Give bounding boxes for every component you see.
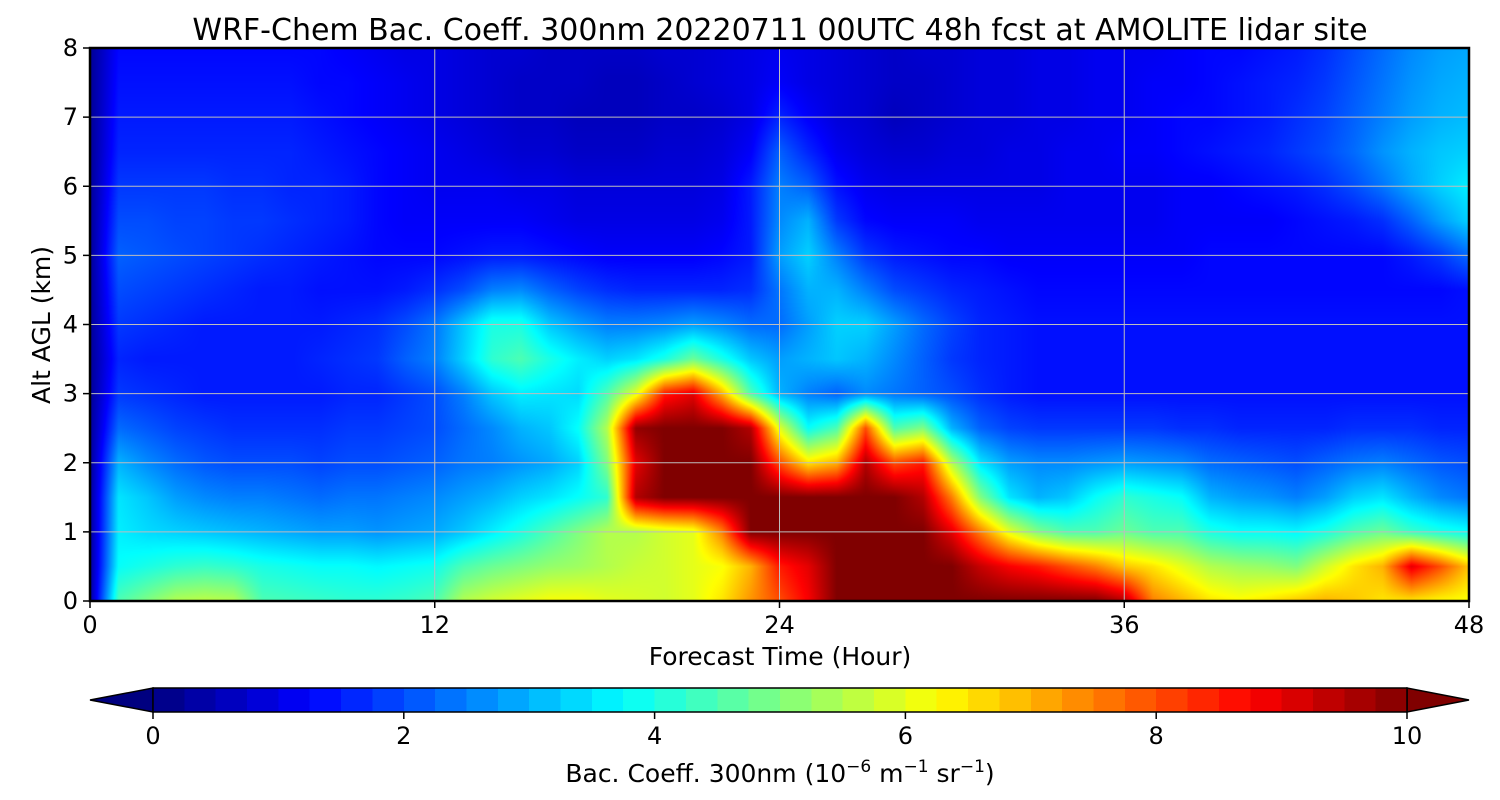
- y-axis-label: Alt AGL (km): [27, 246, 56, 404]
- x-tick-label: 36: [1109, 611, 1140, 639]
- y-tick-label: 7: [63, 103, 78, 131]
- colorbar-frame: [152, 687, 1408, 713]
- y-tick-label: 2: [63, 449, 78, 477]
- x-tick-label: 48: [1454, 611, 1485, 639]
- colorbar-label: Bac. Coeff. 300nm (10−6 m−1 sr−1): [565, 757, 994, 788]
- colorbar: 0 2 4 6 8 10: [89, 687, 1470, 750]
- colorbar-tick-label: 2: [396, 722, 411, 750]
- x-tick-label: 0: [82, 611, 97, 639]
- y-tick-label: 3: [63, 380, 78, 408]
- y-axis-ticks: 0 1 2 3 4 5 6 7 8: [63, 34, 90, 615]
- y-tick-label: 6: [63, 172, 78, 200]
- x-tick-label: 12: [419, 611, 450, 639]
- y-tick-label: 8: [63, 34, 78, 62]
- y-tick-label: 5: [63, 241, 78, 269]
- x-axis-ticks: 0 12 24 36 48: [82, 601, 1484, 639]
- colorbar-tick-label: 6: [898, 722, 913, 750]
- y-tick-label: 0: [63, 587, 78, 615]
- colorbar-extend-high: [1406, 687, 1470, 713]
- colorbar-tick-label: 10: [1392, 722, 1423, 750]
- colorbar-tick-label: 4: [647, 722, 662, 750]
- colorbar-tick-label: 0: [145, 722, 160, 750]
- y-tick-label: 4: [63, 311, 78, 339]
- colorbar-gradient: [153, 688, 1407, 712]
- chart-title: WRF-Chem Bac. Coeff. 300nm 20220711 00UT…: [192, 13, 1367, 48]
- y-tick-label: 1: [63, 518, 78, 546]
- colorbar-extend-low: [89, 687, 154, 713]
- colorbar-tick-label: 8: [1149, 722, 1164, 750]
- x-axis-label: Forecast Time (Hour): [649, 642, 912, 671]
- x-tick-label: 24: [764, 611, 795, 639]
- colorbar-ticks: 0 2 4 6 8 10: [145, 712, 1422, 750]
